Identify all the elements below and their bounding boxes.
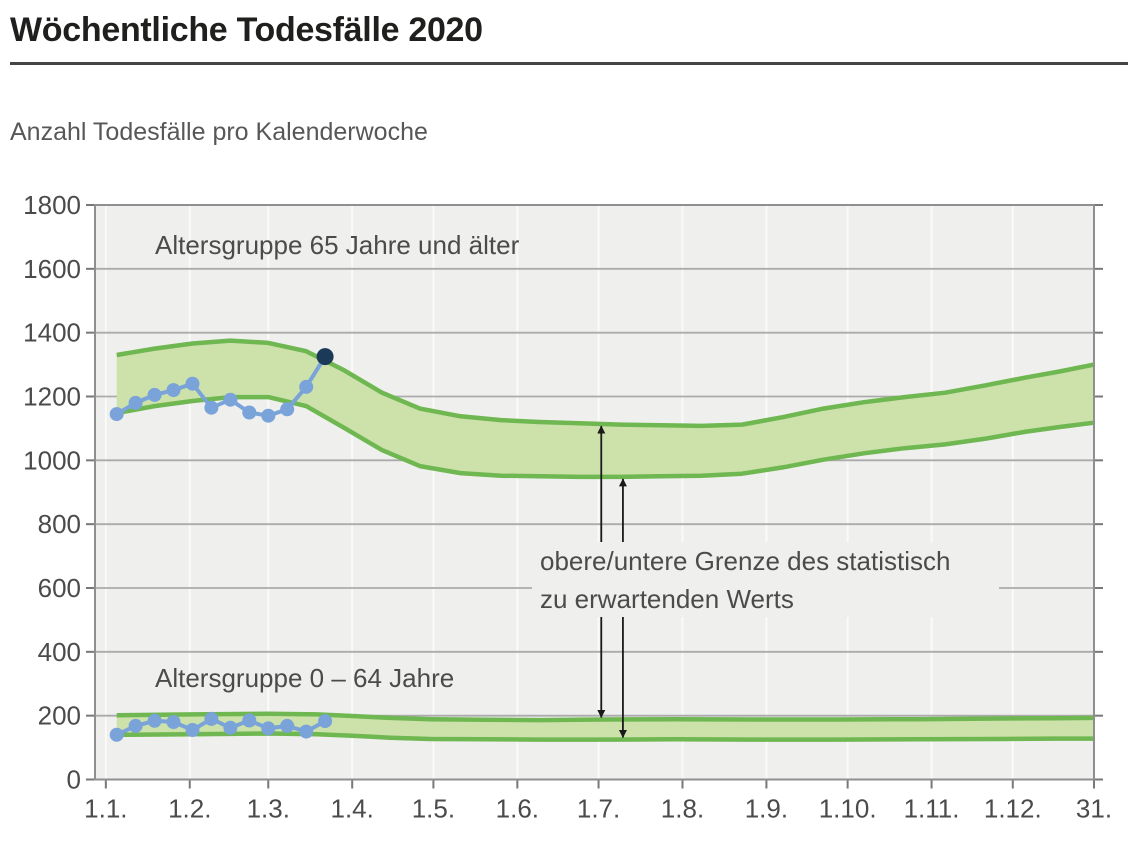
y-tick-label: 400: [38, 637, 81, 667]
title-rule: [10, 62, 1128, 65]
page: { "header": { "title": "Wöchentliche Tod…: [0, 10, 1128, 844]
data-point: [280, 718, 295, 733]
label-group-0-64: Altersgruppe 0 – 64 Jahre: [155, 663, 454, 693]
data-point: [166, 383, 181, 398]
page-title: Wöchentliche Todesfälle 2020: [10, 11, 483, 49]
data-point: [299, 379, 314, 394]
data-point: [166, 715, 181, 729]
data-point: [204, 400, 219, 415]
data-point: [261, 721, 276, 736]
data-point: [204, 711, 219, 726]
x-tick-label: 1.11.: [904, 794, 960, 824]
plot-background: [95, 205, 1094, 780]
data-point: [128, 718, 143, 733]
bounds-note-line-2: zu erwartenden Werts: [540, 584, 794, 614]
data-point: [280, 402, 295, 417]
observed-65plus: [109, 348, 334, 423]
data-point-exceeding: [316, 348, 334, 366]
x-tick-label: 1.6.: [496, 794, 539, 824]
data-point: [299, 724, 314, 739]
expected-band-65plus-area: [116, 340, 1094, 477]
observed-0-64: [109, 711, 333, 742]
x-tick-label: 1.9.: [745, 794, 788, 824]
y-tick-label: 600: [38, 573, 81, 603]
x-tick-label: 1.7.: [577, 794, 620, 824]
x-tick-label: 1.5.: [412, 794, 455, 824]
x-tick-label: 31.: [1076, 794, 1112, 824]
y-tick-label: 1800: [23, 190, 81, 220]
data-point: [223, 392, 238, 407]
data-point: [147, 713, 162, 728]
data-point: [318, 714, 333, 729]
y-tick-label: 1600: [23, 254, 81, 284]
expected-band-65plus-upper-edge: [116, 338, 1095, 429]
y-tick-label: 1400: [23, 318, 81, 348]
expected-band-0-64-upper-edge: [116, 711, 1095, 723]
axis-ticks: [86, 204, 1103, 789]
y-tick-label: 0: [67, 765, 81, 795]
chart-container: obere/untere Grenze des statistisch zu er…: [0, 170, 1128, 844]
x-tick-label: 1.12.: [984, 794, 1042, 824]
data-point: [261, 408, 276, 423]
x-tick-label: 1.8.: [661, 794, 704, 824]
chart-svg: obere/untere Grenze des statistisch zu er…: [23, 190, 1112, 824]
x-tick-label: 1.4.: [331, 794, 374, 824]
y-tick-label: 1200: [23, 382, 81, 412]
axis-description: Anzahl Todesfälle pro Kalenderwoche: [10, 118, 428, 146]
x-tick-label: 1.2.: [168, 794, 211, 824]
bounds-note-backdrop: [532, 542, 999, 617]
data-point: [185, 723, 200, 737]
label-group-65: Altersgruppe 65 Jahre und älter: [155, 230, 520, 260]
y-tick-label: 1000: [23, 445, 81, 475]
data-point: [185, 376, 200, 391]
data-point: [242, 713, 257, 728]
data-point: [109, 407, 124, 422]
y-tick-label: 200: [38, 701, 81, 731]
data-point: [223, 720, 238, 735]
x-tick-label: 1.3.: [247, 794, 290, 824]
x-tick-label: 1.10.: [819, 794, 877, 824]
data-point: [109, 727, 124, 742]
x-tick-label: 1.1.: [84, 794, 127, 824]
data-point: [147, 387, 162, 402]
bounds-note-line-1: obere/untere Grenze des statistisch: [540, 546, 950, 576]
y-tick-label: 800: [38, 509, 81, 539]
plot-border: [94, 204, 1095, 781]
data-point: [128, 395, 143, 410]
data-point: [242, 405, 257, 420]
